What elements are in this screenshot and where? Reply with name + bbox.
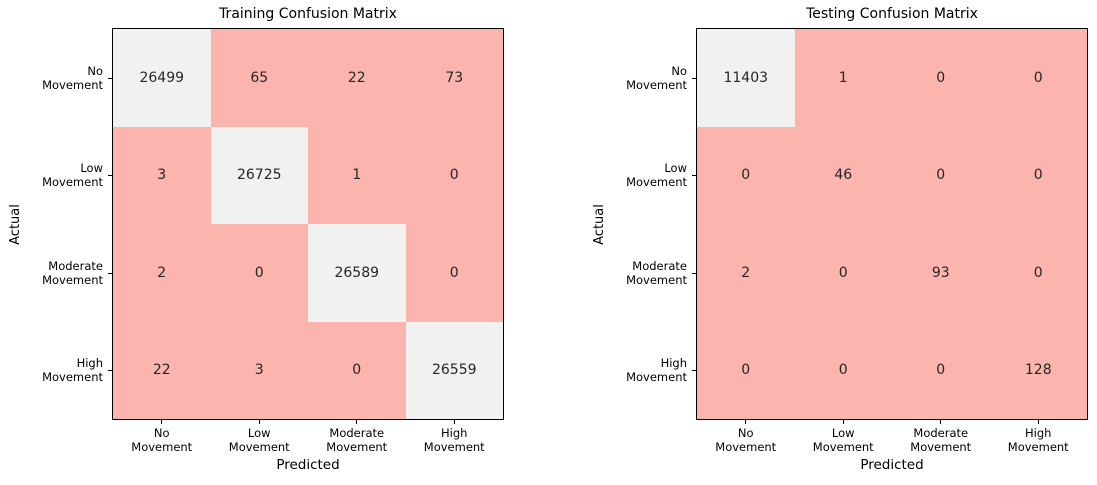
heatmap-cell: 0 [210,224,308,322]
heatmap-plot-area: 11403 1 0 0 0 46 0 0 2 0 93 0 0 0 0 128 [696,28,1088,420]
heatmap-cell: 0 [892,126,990,224]
heatmap-cell: 3 [113,126,211,224]
y-tick-label: Low Movement [42,161,103,190]
y-tick-mark [692,77,696,79]
heatmap-cell: 1 [308,126,406,224]
heatmap-cell: 0 [697,321,795,419]
x-tick-label: Moderate Movement [910,426,972,454]
x-tick-mark [745,420,747,424]
x-tick-label: Low Movement [228,426,290,454]
heatmap-cell: 26725 [210,126,308,224]
heatmap-cell: 26499 [113,29,211,127]
heatmap-cell: 0 [794,321,892,419]
heatmap-cell: 0 [892,321,990,419]
x-tick-label: Low Movement [812,426,874,454]
heatmap-cell: 0 [308,321,406,419]
heatmap-cell: 26589 [308,224,406,322]
y-tick-mark [692,370,696,372]
x-tick-label: High Movement [1007,426,1069,454]
heatmap-cell: 0 [989,224,1087,322]
testing-confusion-matrix-subplot: Testing Confusion Matrix Actual 11403 1 0 0… [584,0,1097,485]
heatmap-cell: 65 [210,29,308,127]
heatmap-cell: 73 [405,29,503,127]
y-tick-mark [692,272,696,274]
y-tick-label: No Movement [626,63,687,92]
y-tick-label: No Movement [42,63,103,92]
heatmap-cell: 2 [113,224,211,322]
y-tick-mark [108,370,112,372]
chart-title: Testing Confusion Matrix [806,6,978,22]
heatmap-grid: 11403 1 0 0 0 46 0 0 2 0 93 0 0 0 0 128 [697,29,1087,419]
heatmap-cell: 2 [697,224,795,322]
y-tick-label: Low Movement [626,161,687,190]
heatmap-plot-area: 26499 65 22 73 3 26725 1 0 2 0 26589 0 22 3 0 26559 [112,28,504,420]
heatmap-cell: 1 [794,29,892,127]
x-tick-mark [161,420,163,424]
heatmap-cell: 11403 [697,29,795,127]
heatmap-cell: 26559 [405,321,503,419]
heatmap-cell: 22 [113,321,211,419]
training-confusion-matrix-subplot: Training Confusion Matrix Actual 26499 65… [7,6,504,473]
x-tick-mark [842,420,844,424]
heatmap-cell: 0 [405,126,503,224]
y-tick-label: High Movement [626,356,687,385]
heatmap-cell: 0 [794,224,892,322]
heatmap-cell: 0 [892,29,990,127]
y-tick-label: High Movement [42,356,103,385]
y-tick-label: Moderate Movement [626,258,687,287]
heatmap-cell: 93 [892,224,990,322]
heatmap-cell: 0 [405,224,503,322]
y-tick-mark [108,77,112,79]
y-tick-mark [108,175,112,177]
x-tick-mark [453,420,455,424]
x-tick-label: Moderate Movement [326,426,388,454]
x-tick-mark [1037,420,1039,424]
x-tick-label: No Movement [131,426,193,454]
y-axis-label-text: Actual [7,203,23,245]
y-axis-label-text: Actual [591,203,607,245]
heatmap-cell: 128 [989,321,1087,419]
x-tick-mark [940,420,942,424]
chart-title: Training Confusion Matrix [219,6,397,22]
y-tick-mark [108,272,112,274]
heatmap-cell: 0 [989,29,1087,127]
y-tick-label: Moderate Movement [42,258,103,287]
heatmap-cell: 0 [989,126,1087,224]
y-tick-mark [692,175,696,177]
x-axis-label: Predicted [860,457,924,473]
x-tick-label: No Movement [715,426,777,454]
heatmap-cell: 46 [794,126,892,224]
x-tick-label: High Movement [423,426,485,454]
x-axis-label: Predicted [276,457,340,473]
heatmap-cell: 3 [210,321,308,419]
x-tick-mark [258,420,260,424]
x-tick-mark [356,420,358,424]
heatmap-grid: 26499 65 22 73 3 26725 1 0 2 0 26589 0 22 3 0 26559 [113,29,503,419]
heatmap-cell: 0 [697,126,795,224]
heatmap-cell: 22 [308,29,406,127]
